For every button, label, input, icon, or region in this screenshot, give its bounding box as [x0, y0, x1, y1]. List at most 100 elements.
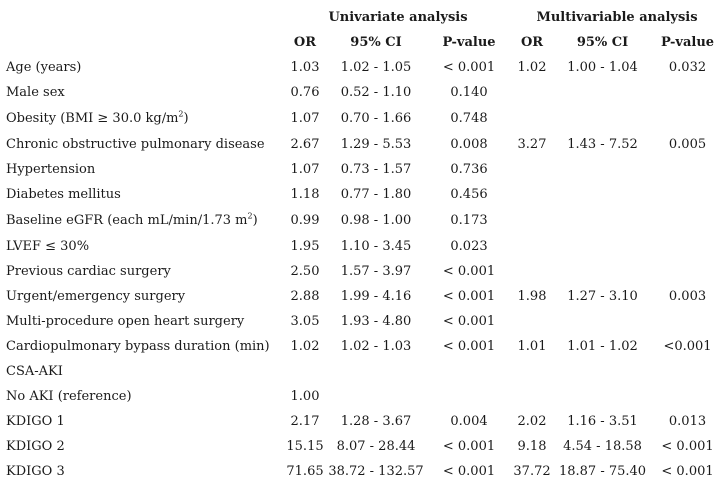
univariate-ci-cell: 1.02 - 1.03: [340, 339, 412, 354]
table-row: KDIGO 3 71.65 38.72 - 132.57 < 0.001 37.72 18…: [6, 459, 722, 484]
univariate-or-cell: [284, 359, 326, 384]
odds-ratio-table: Univariate analysis Multivariable analys…: [6, 4, 722, 484]
multivariable-or-cell: 2.02: [517, 414, 547, 429]
variable-label-text: No AKI (reference): [6, 389, 132, 404]
variable-label: KDIGO 2: [6, 434, 284, 459]
multivariable-p-cell: < 0.001: [661, 464, 714, 479]
variable-label-text: Chronic obstructive pulmonary disease: [6, 137, 265, 152]
univariate-p-cell: [426, 359, 512, 384]
univariate-ci-cell: 1.93 - 4.80: [340, 314, 412, 329]
univariate-ci-cell: 1.02 - 1.05: [340, 60, 412, 75]
table-row: LVEF ≤ 30% 1.95 1.10 - 3.45 0.023: [6, 234, 722, 259]
multivariable-p-cell: [653, 359, 722, 384]
multivariable-p-cell: 0.003: [668, 289, 707, 304]
table-row: Obesity (BMI ≥ 30.0 kg/m2) 1.07 0.70 - 1.6…: [6, 105, 722, 132]
variable-label: Hypertension: [6, 157, 284, 182]
multivariable-ci-cell: [552, 182, 653, 207]
variable-label-text: KDIGO 3: [6, 464, 65, 479]
empty-header-cell: [6, 30, 284, 55]
univariate-or-cell: 1.00: [290, 389, 320, 404]
multivariable-or-cell: 3.27: [517, 137, 547, 152]
univariate-or-cell: 1.18: [290, 187, 320, 202]
univariate-ci-cell: 38.72 - 132.57: [328, 464, 424, 479]
table-row: No AKI (reference) 1.00: [6, 384, 722, 409]
variable-label: KDIGO 3: [6, 459, 284, 484]
univariate-ci-cell: 1.99 - 4.16: [340, 289, 412, 304]
empty-header-cell: [6, 4, 284, 30]
table-row: Cardiopulmonary bypass duration (min) 1.0…: [6, 334, 722, 359]
multivariable-ci-cell: [552, 234, 653, 259]
multivariable-or-cell: [512, 105, 552, 132]
multivariable-ci-cell: [552, 309, 653, 334]
variable-label: No AKI (reference): [6, 384, 284, 409]
column-header-univariate-ci: 95% CI: [350, 35, 402, 50]
variable-label: KDIGO 1: [6, 409, 284, 434]
variable-label-text: Diabetes mellitus: [6, 187, 121, 202]
column-header-multivariable-ci: 95% CI: [576, 35, 629, 50]
univariate-p-cell: < 0.001: [442, 264, 496, 279]
table-row: CSA-AKI: [6, 359, 722, 384]
multivariable-ci-cell: [552, 384, 653, 409]
multivariable-or-cell: 1.98: [517, 289, 547, 304]
univariate-p-cell: < 0.001: [442, 339, 496, 354]
variable-label: Age (years): [6, 55, 284, 80]
univariate-ci-cell: 1.57 - 3.97: [340, 264, 412, 279]
multivariable-p-cell: [653, 105, 722, 132]
column-header-univariate-or: OR: [293, 35, 317, 50]
variable-label-text: Urgent/emergency surgery: [6, 289, 186, 304]
univariate-or-cell: 2.67: [290, 137, 320, 152]
multivariable-ci-cell: 4.54 - 18.58: [563, 439, 642, 454]
multivariable-or-cell: [512, 234, 552, 259]
variable-label-text: CSA-AKI: [6, 364, 63, 379]
variable-label: Diabetes mellitus: [6, 182, 284, 207]
univariate-p-cell: 0.023: [450, 239, 488, 254]
multivariable-ci-cell: [552, 259, 653, 284]
multivariable-p-cell: [653, 157, 722, 182]
superscript: 2: [178, 109, 184, 119]
table-row: Diabetes mellitus 1.18 0.77 - 1.80 0.456: [6, 182, 722, 207]
univariate-or-cell: 1.95: [290, 239, 320, 254]
variable-label: Male sex: [6, 80, 284, 105]
univariate-or-cell: 1.07: [290, 111, 320, 126]
column-header-row: OR 95% CI P-value OR 95% CI P-value: [6, 30, 722, 55]
univariate-p-cell: < 0.001: [442, 314, 496, 329]
univariate-ci-cell: 0.52 - 1.10: [340, 85, 412, 100]
multivariable-or-cell: [512, 80, 552, 105]
multivariable-p-cell: [653, 182, 722, 207]
univariate-ci-cell: 0.73 - 1.57: [340, 162, 412, 177]
univariate-or-cell: 2.17: [290, 414, 320, 429]
multivariable-ci-cell: 1.43 - 7.52: [567, 137, 638, 152]
multivariable-p-cell: <0.001: [663, 339, 712, 354]
multivariable-ci-cell: [552, 80, 653, 105]
multivariable-ci-cell: 1.00 - 1.04: [567, 60, 638, 75]
multivariable-p-cell: < 0.001: [661, 439, 714, 454]
variable-label: Multi-procedure open heart surgery: [6, 309, 284, 334]
table-row: Age (years) 1.03 1.02 - 1.05 < 0.001 1.02 1.0…: [6, 55, 722, 80]
multivariable-ci-cell: 1.01 - 1.02: [567, 339, 638, 354]
variable-label: Cardiopulmonary bypass duration (min): [6, 334, 284, 359]
variable-label: Chronic obstructive pulmonary disease: [6, 132, 284, 157]
column-header-multivariable-p: P-value: [660, 35, 715, 50]
univariate-p-cell: < 0.001: [442, 289, 496, 304]
table-row: Male sex 0.76 0.52 - 1.10 0.140: [6, 80, 722, 105]
univariate-ci-cell: [326, 359, 426, 384]
univariate-ci-cell: [326, 384, 426, 409]
variable-label-text: Obesity (BMI ≥ 30.0 kg/m: [6, 111, 179, 126]
variable-label: Urgent/emergency surgery: [6, 284, 284, 309]
table-row: Multi-procedure open heart surgery 3.05 1.…: [6, 309, 722, 334]
multivariable-ci-cell: [552, 207, 653, 234]
univariate-p-cell: 0.008: [450, 137, 488, 152]
multivariable-p-cell: [653, 80, 722, 105]
variable-label-text: Male sex: [6, 85, 65, 100]
univariate-or-cell: 1.07: [290, 162, 320, 177]
multivariable-ci-cell: [552, 105, 653, 132]
univariate-p-cell: [426, 384, 512, 409]
univariate-p-cell: 0.173: [450, 213, 488, 228]
univariate-or-cell: 0.76: [290, 85, 320, 100]
multivariable-or-cell: [512, 207, 552, 234]
multivariable-p-cell: [653, 207, 722, 234]
superscript: 2: [247, 211, 253, 221]
variable-label: Obesity (BMI ≥ 30.0 kg/m2): [6, 105, 284, 132]
multivariable-ci-cell: [552, 157, 653, 182]
